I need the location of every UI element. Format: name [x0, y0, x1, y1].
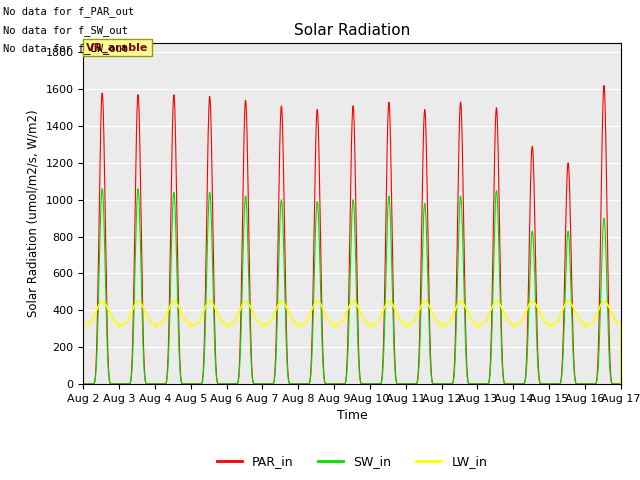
Title: Solar Radiation: Solar Radiation	[294, 23, 410, 38]
X-axis label: Time: Time	[337, 409, 367, 422]
Text: VR_arable: VR_arable	[86, 43, 148, 53]
Legend: PAR_in, SW_in, LW_in: PAR_in, SW_in, LW_in	[212, 450, 492, 473]
Text: No data for f_SW_out: No data for f_SW_out	[3, 24, 128, 36]
Text: No data for f_LW_out: No data for f_LW_out	[3, 43, 128, 54]
Text: No data for f_PAR_out: No data for f_PAR_out	[3, 6, 134, 17]
Y-axis label: Solar Radiation (umol/m2/s, W/m2): Solar Radiation (umol/m2/s, W/m2)	[27, 110, 40, 317]
